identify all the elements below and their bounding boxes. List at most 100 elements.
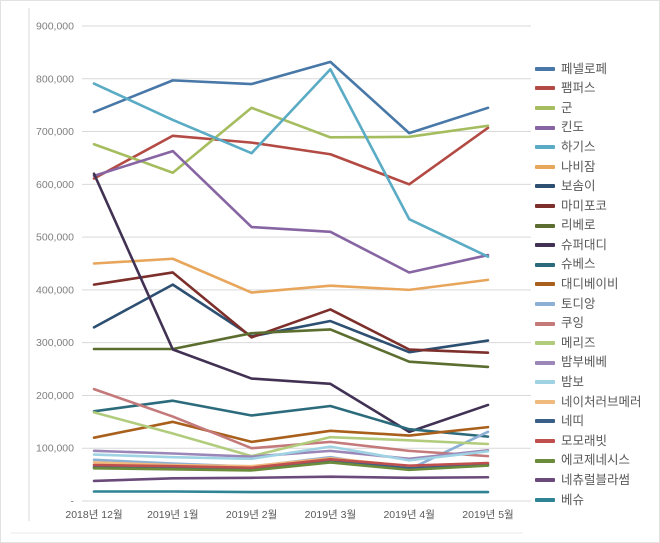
y-axis-tick-label: 100,000: [36, 443, 74, 455]
chart-svg: 900,000 800,000 700,000 600,000 500,000 400,0…: [11, 8, 531, 534]
legend-item[interactable]: 베슈: [535, 490, 659, 509]
legend-color-swatch: [535, 419, 555, 424]
legend-item[interactable]: 슈퍼대디: [535, 235, 659, 255]
series-line: [92, 475, 490, 483]
y-axis-tick-label: 600,000: [36, 179, 74, 191]
legend-color-swatch: [535, 223, 555, 228]
legend-series-label: 모모래빗: [561, 433, 608, 448]
legend-color-swatch: [535, 497, 555, 502]
legend-color-swatch: [535, 360, 555, 365]
legend-color-swatch: [535, 203, 555, 208]
legend-series-label: 하기스: [561, 139, 596, 154]
legend-series-label: 리베로: [561, 218, 596, 233]
legend-item[interactable]: 쿠잉: [535, 314, 659, 334]
legend-series-label: 메리즈: [561, 335, 596, 350]
legend-item[interactable]: 메리즈: [535, 333, 659, 353]
legend-item[interactable]: 페넬로페: [535, 59, 659, 79]
y-axis-tick-label: -: [71, 496, 75, 508]
y-axis-tick-label: 500,000: [36, 232, 74, 244]
plot-area: 900,000 800,000 700,000 600,000 500,000 400,0…: [1, 1, 531, 542]
legend-item[interactable]: 슈베스: [535, 255, 659, 275]
legend-series-label: 밤보: [561, 375, 585, 390]
legend-item[interactable]: 보솜이: [535, 177, 659, 197]
legend-color-swatch: [535, 380, 555, 385]
legend-item[interactable]: 네이처러브메러: [535, 392, 659, 412]
legend-series-label: 킨도: [561, 120, 585, 135]
legend-color-swatch: [535, 282, 555, 287]
series-line: [92, 458, 490, 470]
series-line: [92, 445, 490, 462]
legend-item[interactable]: 네츄럴블라썸: [535, 470, 659, 490]
legend-item[interactable]: 군: [535, 98, 659, 118]
legend-series-label: 마미포코: [561, 198, 608, 213]
legend-color-swatch: [535, 243, 555, 248]
legend-item[interactable]: 하기스: [535, 137, 659, 157]
y-axis-tick-label: 800,000: [36, 73, 74, 85]
legend-series-label: 군: [561, 100, 573, 115]
legend-series-label: 쿠잉: [561, 316, 585, 331]
legend-series-label: 슈퍼대디: [561, 237, 608, 252]
series-line: [92, 67, 490, 258]
y-axis-tick-label: 900,000: [36, 21, 74, 33]
series-line: [92, 411, 490, 458]
legend-series-label: 페넬로페: [561, 61, 608, 76]
legend-series-label: 보솜이: [561, 179, 596, 194]
legend-color-swatch: [535, 66, 555, 71]
series-line: [92, 420, 490, 444]
series-line: [92, 271, 490, 354]
series-line: [92, 172, 490, 434]
y-axis-tick-label: 400,000: [36, 284, 74, 296]
legend-series-label: 나비잠: [561, 159, 596, 174]
x-axis-tick-label: 2019년 4월: [383, 509, 434, 521]
legend-color-swatch: [535, 399, 555, 404]
legend-item[interactable]: 에코제네시스: [535, 451, 659, 471]
series-line: [92, 149, 490, 274]
legend-item[interactable]: 대디베이비: [535, 275, 659, 295]
y-axis-tick-label: 300,000: [36, 337, 74, 349]
legend-item[interactable]: 밤부베베: [535, 353, 659, 373]
legend-item[interactable]: 킨도: [535, 118, 659, 138]
x-axis-tick-label: 2019년 3월: [305, 509, 356, 521]
x-axis-tick-label: 2019년 1월: [147, 509, 198, 521]
legend-color-swatch: [535, 321, 555, 326]
legend-series-label: 네츄럴블라썸: [561, 473, 631, 488]
legend-item[interactable]: 팸퍼스: [535, 79, 659, 99]
series-line: [92, 387, 490, 458]
legend-series-label: 대디베이비: [561, 277, 619, 292]
legend-color-swatch: [535, 125, 555, 130]
series-line: [92, 283, 490, 354]
legend-item[interactable]: 마미포코: [535, 196, 659, 216]
series-line: [92, 490, 490, 494]
legend-color-swatch: [535, 262, 555, 267]
legend-item[interactable]: 네띠: [535, 412, 659, 432]
x-axis-tick-label: 2019년 2월: [226, 509, 277, 521]
legend-item[interactable]: 리베로: [535, 216, 659, 236]
legend-series-label: 에코제네시스: [561, 453, 631, 468]
legend-color-swatch: [535, 86, 555, 91]
series-line: [92, 60, 490, 135]
legend-color-swatch: [535, 145, 555, 150]
legend-series-label: 팸퍼스: [561, 81, 596, 96]
legend-series-label: 슈베스: [561, 257, 596, 272]
y-axis-tick-label: 700,000: [36, 126, 74, 138]
legend-color-swatch: [535, 439, 555, 444]
series-line: [92, 399, 490, 438]
legend-color-swatch: [535, 184, 555, 189]
x-axis-tick-label: 2018년 12월: [65, 509, 122, 521]
legend-series-label: 베슈: [561, 492, 585, 507]
legend-item[interactable]: 토디앙: [535, 294, 659, 314]
legend-item[interactable]: 나비잠: [535, 157, 659, 177]
series-line: [92, 257, 490, 294]
series-line: [92, 328, 490, 369]
legend-item[interactable]: 밤보: [535, 373, 659, 393]
x-axis-tick-label: 2019년 5월: [462, 509, 513, 521]
legend-series-label: 토디앙: [561, 296, 596, 311]
legend-series-label: 네이처러브메러: [561, 394, 642, 409]
legend-color-swatch: [535, 478, 555, 483]
legend-item[interactable]: 모모래빗: [535, 431, 659, 451]
y-axis-tick-label: 200,000: [36, 390, 74, 402]
legend-series-label: 밤부베베: [561, 355, 608, 370]
legend-color-swatch: [535, 301, 555, 306]
